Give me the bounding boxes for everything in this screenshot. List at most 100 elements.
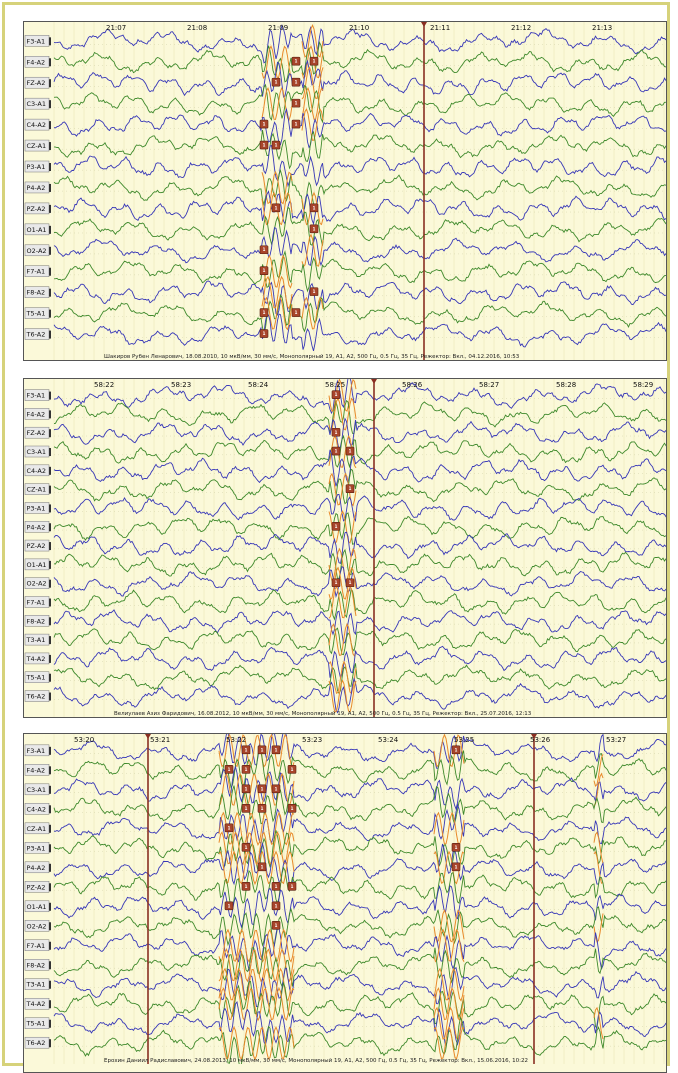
channel-label[interactable]: C3-A1 [24, 445, 51, 458]
channel-label[interactable]: T6-A2 [24, 690, 51, 702]
channel-label[interactable]: T4-A2 [24, 652, 51, 665]
event-marker[interactable]: 1 [291, 98, 301, 108]
event-marker[interactable]: 1 [271, 203, 281, 213]
channel-label[interactable]: CZ-A1 [24, 483, 51, 495]
channel-label[interactable]: FZ-A2 [24, 426, 51, 439]
channel-label[interactable]: PZ-A2 [24, 539, 51, 552]
event-marker[interactable]: 1 [309, 287, 319, 296]
event-marker[interactable]: 1 [291, 119, 301, 129]
channel-label[interactable]: P4-A2 [24, 181, 51, 194]
event-marker[interactable]: 1 [241, 765, 251, 774]
event-marker[interactable]: 1 [451, 745, 461, 755]
channel-label[interactable]: T3-A1 [24, 978, 51, 990]
event-marker[interactable]: 1 [224, 823, 234, 833]
channel-label[interactable]: CZ-A1 [24, 139, 51, 152]
event-marker[interactable]: 1 [331, 390, 341, 399]
channel-label[interactable]: O2-A2 [24, 577, 51, 589]
event-marker[interactable]: 1 [271, 882, 281, 891]
event-marker[interactable]: 1 [257, 784, 267, 794]
event-marker[interactable]: 1 [271, 920, 281, 930]
channel-label[interactable]: O1-A1 [24, 558, 51, 571]
event-marker[interactable]: 1 [241, 804, 251, 813]
event-marker[interactable]: 1 [259, 308, 269, 317]
cursor-handle[interactable] [145, 734, 151, 739]
event-marker[interactable]: 1 [331, 427, 341, 437]
event-marker[interactable]: 1 [259, 140, 269, 150]
channel-label[interactable]: F4-A2 [24, 408, 51, 420]
channel-label[interactable]: C3-A1 [24, 783, 51, 796]
channel-label[interactable]: T6-A2 [24, 328, 51, 340]
channel-label[interactable]: P4-A2 [24, 521, 51, 533]
event-marker[interactable]: 1 [451, 862, 461, 872]
channel-label[interactable]: O2-A2 [24, 920, 51, 932]
channel-label[interactable]: F3-A1 [24, 35, 51, 47]
event-marker[interactable]: 1 [259, 119, 269, 129]
channel-label[interactable]: F4-A2 [24, 56, 51, 68]
event-marker[interactable]: 1 [271, 784, 281, 794]
event-marker[interactable]: 1 [259, 266, 269, 275]
event-marker[interactable]: 1 [331, 522, 341, 531]
channel-label[interactable]: F7-A1 [24, 596, 51, 608]
channel-label[interactable]: F4-A2 [24, 764, 51, 776]
event-marker[interactable]: 1 [241, 882, 251, 891]
channel-label[interactable]: CZ-A1 [24, 822, 51, 835]
event-marker[interactable]: 1 [331, 578, 341, 588]
event-marker[interactable]: 1 [309, 56, 319, 66]
channel-label[interactable]: T4-A2 [24, 997, 51, 1010]
event-marker[interactable]: 1 [451, 843, 461, 852]
channel-label[interactable]: T3-A1 [24, 633, 51, 646]
event-marker[interactable]: 1 [224, 765, 234, 774]
event-marker[interactable]: 1 [309, 203, 319, 213]
channel-label[interactable]: T6-A2 [24, 1036, 51, 1049]
event-marker[interactable]: 1 [241, 745, 251, 755]
event-marker[interactable]: 1 [331, 446, 341, 456]
event-marker[interactable]: 1 [241, 843, 251, 852]
event-marker[interactable]: 1 [241, 784, 251, 794]
channel-label[interactable]: C4-A2 [24, 464, 51, 477]
cursor-handle[interactable] [421, 22, 427, 27]
channel-label[interactable]: F8-A2 [24, 286, 51, 298]
event-marker[interactable]: 1 [257, 804, 267, 813]
event-marker[interactable]: 1 [345, 578, 355, 588]
channel-label[interactable]: T5-A1 [24, 307, 51, 319]
channel-label[interactable]: F7-A1 [24, 939, 51, 952]
channel-label[interactable]: PZ-A2 [24, 202, 51, 215]
channel-label[interactable]: FZ-A2 [24, 76, 51, 89]
cursor-handle[interactable] [531, 734, 537, 739]
channel-label[interactable]: F7-A1 [24, 265, 51, 277]
channel-label[interactable]: P3-A1 [24, 842, 51, 854]
channel-label[interactable]: P4-A2 [24, 861, 51, 874]
channel-label[interactable]: T5-A1 [24, 1017, 51, 1029]
channel-label[interactable]: O1-A1 [24, 900, 51, 913]
channel-label[interactable]: F8-A2 [24, 959, 51, 971]
event-marker[interactable]: 1 [257, 862, 267, 872]
channel-label[interactable]: F8-A2 [24, 615, 51, 627]
event-marker[interactable]: 1 [271, 745, 281, 755]
channel-label[interactable]: C3-A1 [24, 97, 51, 110]
event-marker[interactable]: 1 [309, 224, 319, 234]
event-marker[interactable]: 1 [345, 446, 355, 456]
event-marker[interactable]: 1 [259, 245, 269, 255]
channel-label[interactable]: O2-A2 [24, 244, 51, 257]
cursor-handle[interactable] [371, 379, 377, 384]
channel-label[interactable]: P3-A1 [24, 502, 51, 514]
channel-label[interactable]: F3-A1 [24, 389, 51, 401]
event-marker[interactable]: 1 [259, 329, 269, 338]
event-marker[interactable]: 1 [224, 901, 234, 911]
event-marker[interactable]: 1 [271, 140, 281, 150]
event-marker[interactable]: 1 [287, 804, 297, 813]
event-marker[interactable]: 1 [291, 56, 301, 66]
event-marker[interactable]: 1 [287, 882, 297, 891]
event-marker[interactable]: 1 [271, 77, 281, 87]
event-marker[interactable]: 1 [345, 484, 355, 493]
event-marker[interactable]: 1 [291, 77, 301, 87]
event-marker[interactable]: 1 [287, 765, 297, 774]
channel-label[interactable]: PZ-A2 [24, 881, 51, 893]
channel-label[interactable]: T5-A1 [24, 671, 51, 683]
event-marker[interactable]: 1 [257, 745, 267, 755]
channel-label[interactable]: C4-A2 [24, 118, 51, 131]
event-marker[interactable]: 1 [291, 308, 301, 317]
event-marker[interactable]: 1 [271, 901, 281, 911]
channel-label[interactable]: C4-A2 [24, 803, 51, 815]
channel-label[interactable]: O1-A1 [24, 223, 51, 236]
